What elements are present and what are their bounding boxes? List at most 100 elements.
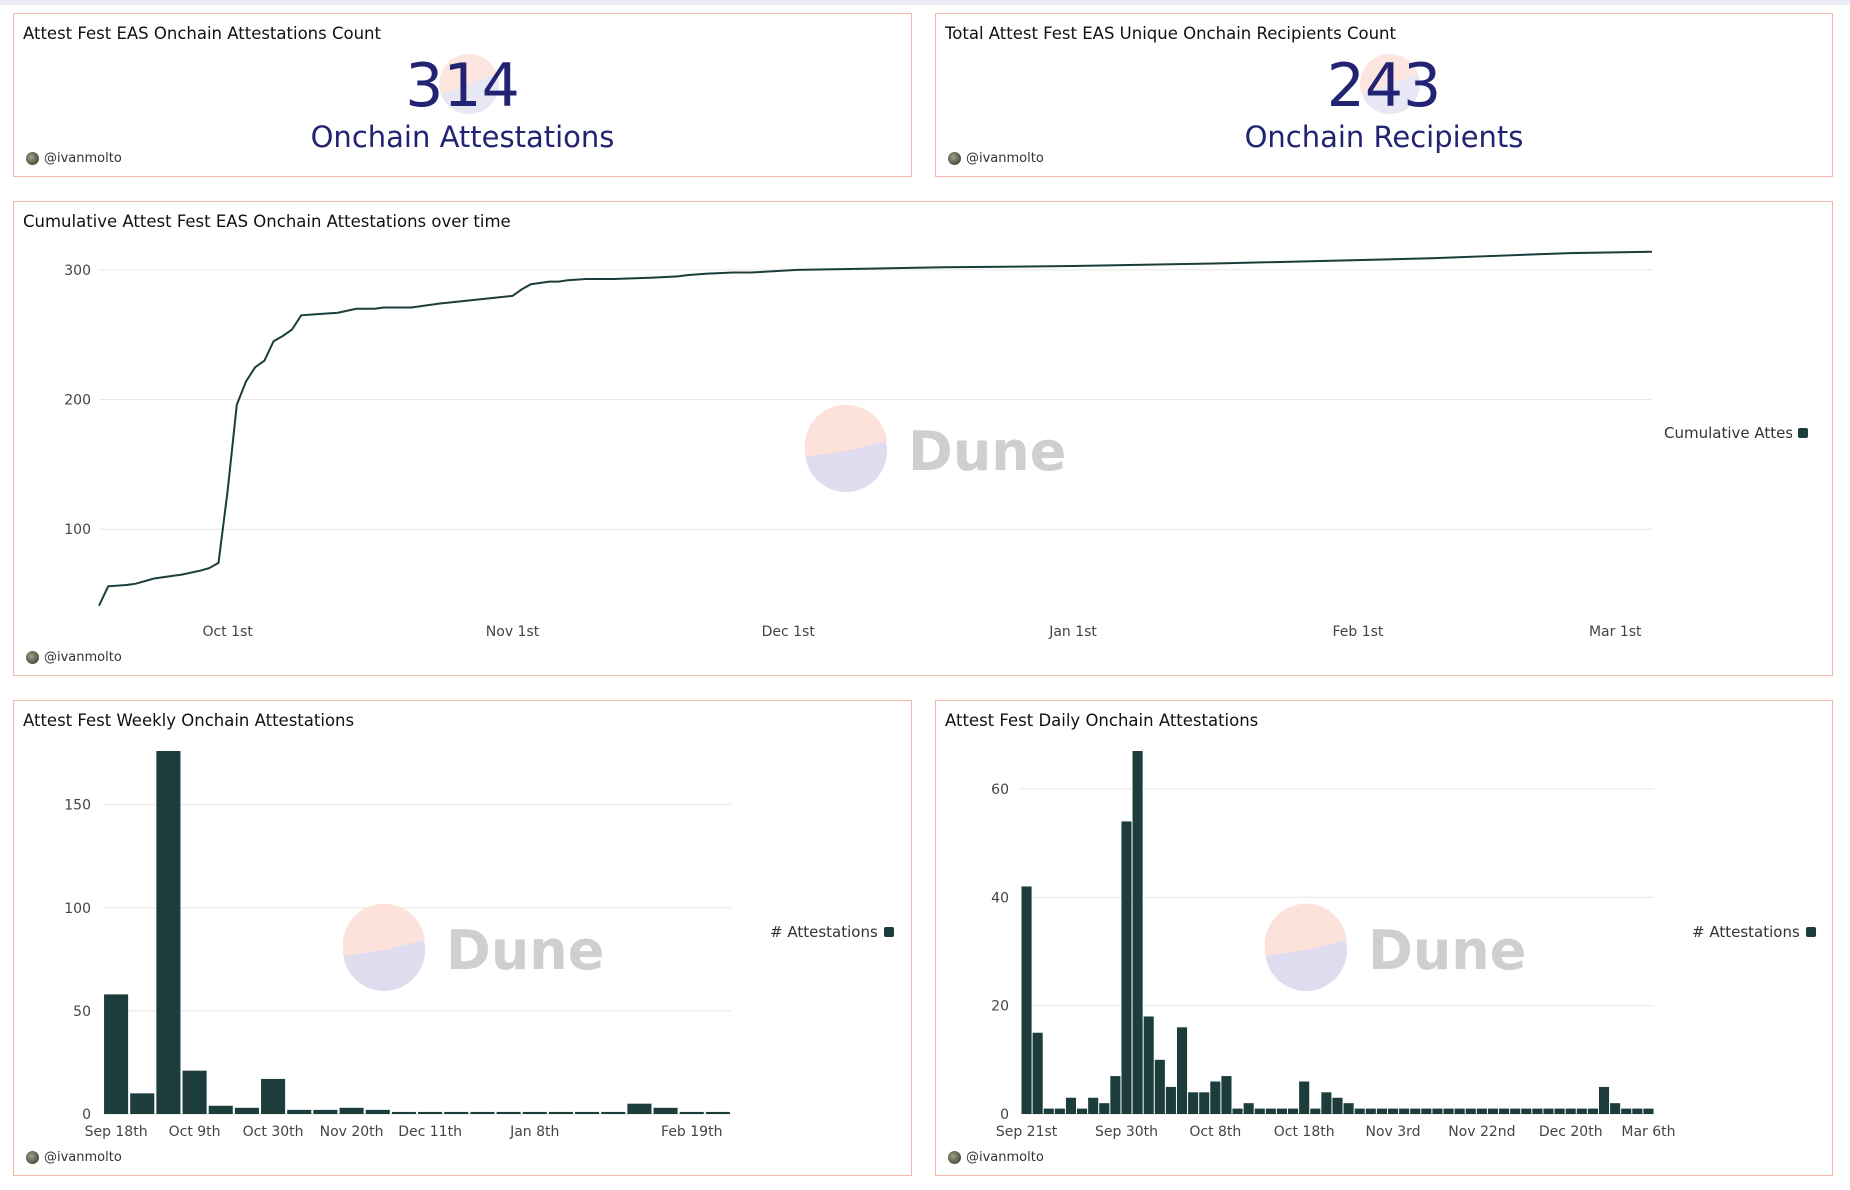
- bar: [365, 1109, 390, 1114]
- bar: [1099, 1103, 1110, 1114]
- y-tick-label: 0: [82, 1107, 91, 1123]
- chart-legend[interactable]: Cumulative Attesta: [1664, 424, 1808, 442]
- card-title: Attest Fest Daily Onchain Attestations: [945, 711, 1259, 730]
- avatar: [948, 1151, 961, 1164]
- bar: [679, 1111, 704, 1114]
- x-tick-label: Dec 20th: [1539, 1124, 1603, 1140]
- x-tick-label: Mar 1st: [1589, 624, 1642, 640]
- legend-label: # Attestations: [1692, 923, 1800, 941]
- weekly-bar-chart: 0 50 100 150 Dune Sep 18th Oct 9th Oct 30th Nov …: [64, 751, 731, 1140]
- card-footer: @ivanmolto: [14, 1145, 911, 1175]
- legend-swatch: [1798, 428, 1808, 438]
- cumulative-line-chart: 100 200 300 Oct 1st Nov 1st Dec 1st Jan 1st Feb…: [64, 250, 1653, 640]
- y-tick-label: 20: [991, 999, 1009, 1015]
- counter-value: 243: [1326, 51, 1442, 121]
- author-name: @ivanmolto: [44, 1150, 122, 1165]
- bar: [1132, 751, 1143, 1114]
- legend-swatch: [883, 927, 894, 937]
- bar: [1432, 1108, 1443, 1114]
- bar: [1310, 1108, 1321, 1114]
- weekly-chart-card: Attest Fest Weekly Onchain Attestations …: [13, 700, 912, 1176]
- card-footer: @ivanmolto: [14, 645, 1832, 675]
- bar: [208, 1105, 233, 1114]
- watermark-slice: [805, 451, 846, 457]
- bar: [575, 1111, 600, 1114]
- dune-logo-watermark: [438, 54, 499, 114]
- bar: [234, 1107, 259, 1114]
- x-tick-label: Mar 6th: [1621, 1124, 1675, 1140]
- author-name: @ivanmolto: [966, 1150, 1044, 1165]
- chart-legend[interactable]: # Attestations: [770, 923, 894, 941]
- watermark-text: Dune: [908, 420, 1066, 483]
- x-tick-label: Oct 8th: [1189, 1124, 1241, 1140]
- bar: [1054, 1108, 1065, 1114]
- bar: [1188, 1092, 1199, 1114]
- card-title: Total Attest Fest EAS Unique Onchain Rec…: [945, 24, 1396, 43]
- bar: [1565, 1108, 1576, 1114]
- bar: [391, 1111, 416, 1114]
- author-link[interactable]: @ivanmolto: [948, 151, 1044, 166]
- x-tick-label: Jan 8th: [509, 1124, 559, 1140]
- author-link[interactable]: @ivanmolto: [26, 151, 122, 166]
- bar: [1299, 1081, 1310, 1114]
- bar: [1410, 1108, 1421, 1114]
- bar: [182, 1070, 207, 1114]
- bar: [627, 1103, 652, 1114]
- bar: [1465, 1108, 1476, 1114]
- bar: [1598, 1086, 1610, 1114]
- series-line: [98, 250, 1653, 607]
- bar: [1510, 1108, 1521, 1114]
- x-tick-label: Nov 20th: [320, 1124, 384, 1140]
- dune-watermark: Dune: [342, 903, 604, 991]
- counter-subtitle: Onchain Recipients: [1244, 120, 1524, 154]
- bar: [1499, 1108, 1510, 1114]
- counter-subtitle: Onchain Attestations: [310, 120, 615, 154]
- bar: [1587, 1108, 1598, 1114]
- counter-value: 314: [405, 51, 520, 121]
- bar: [1532, 1108, 1543, 1114]
- bar: [1221, 1076, 1232, 1114]
- bar: [444, 1111, 469, 1114]
- bar: [339, 1107, 364, 1114]
- author-name: @ivanmolto: [44, 650, 122, 665]
- avatar: [26, 152, 39, 165]
- card-footer: @ivanmolto: [936, 1145, 1832, 1175]
- author-link[interactable]: @ivanmolto: [26, 650, 122, 665]
- watermark-slice: [343, 950, 384, 956]
- chart-legend[interactable]: # Attestations: [1692, 923, 1816, 941]
- y-tick-label: 150: [64, 798, 91, 814]
- x-tick-label: Oct 1st: [202, 624, 253, 640]
- counter-card-recipients: Total Attest Fest EAS Unique Onchain Rec…: [935, 13, 1833, 177]
- bar: [1121, 821, 1132, 1114]
- author-link[interactable]: @ivanmolto: [948, 1150, 1044, 1165]
- bar: [1165, 1086, 1176, 1114]
- bar: [1421, 1108, 1432, 1114]
- author-link[interactable]: @ivanmolto: [26, 1150, 122, 1165]
- bar: [1154, 1059, 1165, 1114]
- bar: [1332, 1097, 1343, 1114]
- bar: [1365, 1108, 1376, 1114]
- watermark-text: Dune: [446, 919, 604, 982]
- dune-watermark: Dune: [804, 404, 1066, 492]
- bar: [548, 1111, 573, 1114]
- bar: [1088, 1097, 1099, 1114]
- bar: [1543, 1108, 1554, 1114]
- x-tick-label: Feb 19th: [661, 1124, 722, 1140]
- y-tick-label: 200: [64, 393, 91, 409]
- bar: [1621, 1108, 1632, 1114]
- watermark-slice: [1264, 903, 1347, 950]
- x-tick-label: Sep 18th: [85, 1124, 148, 1140]
- bar: [313, 1109, 338, 1114]
- bar: [1476, 1108, 1487, 1114]
- y-tick-label: 100: [64, 522, 91, 538]
- watermark-slice: [342, 903, 425, 950]
- bar: [1276, 1108, 1288, 1114]
- bar: [1443, 1108, 1454, 1114]
- daily-bar-chart: 0 20 40 60 Dune Sep 21st Sep 30th Oct 8th Oct 18…: [991, 751, 1676, 1140]
- author-name: @ivanmolto: [44, 151, 122, 166]
- bar: [261, 1078, 286, 1114]
- bar: [1254, 1108, 1265, 1114]
- bar: [1321, 1092, 1332, 1114]
- dune-watermark: Dune: [1264, 903, 1526, 991]
- top-bar: [0, 0, 1850, 5]
